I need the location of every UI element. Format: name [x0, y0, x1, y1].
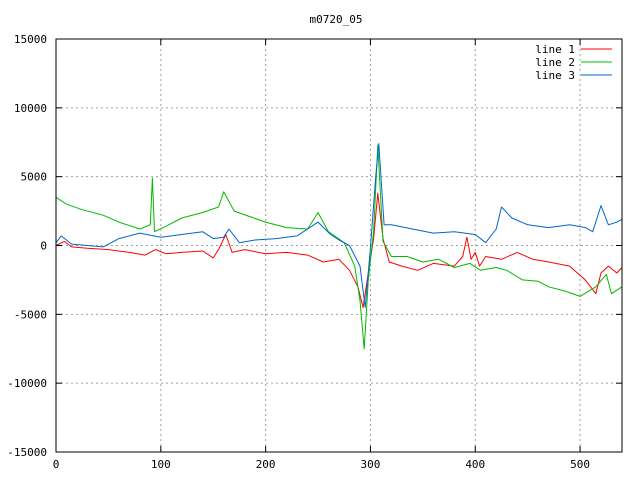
- axis-ticks: 0 100 200 300 400 500 -15000 -10000 -5000 0 5000 10…: [7, 33, 622, 471]
- legend-label-1: line 1: [535, 43, 575, 56]
- series-line-1: [55, 192, 623, 308]
- series-line-3: [55, 143, 623, 308]
- legend-label-3: line 3: [535, 69, 575, 82]
- x-tick-label: 200: [256, 458, 276, 471]
- series-layer: [55, 143, 623, 350]
- y-tick-label: 0: [40, 240, 47, 253]
- legend-label-2: line 2: [535, 56, 575, 69]
- series-line-2: [55, 144, 623, 350]
- y-tick-label: -5000: [14, 308, 47, 321]
- y-tick-label: 15000: [14, 33, 47, 46]
- y-tick-label: 5000: [21, 171, 48, 184]
- x-tick-label: 300: [361, 458, 381, 471]
- y-tick-label: 10000: [14, 102, 47, 115]
- x-tick-label: 100: [151, 458, 171, 471]
- x-tick-label: 400: [465, 458, 485, 471]
- grid-lines: [56, 39, 622, 452]
- x-tick-label: 0: [53, 458, 60, 471]
- y-tick-label: -10000: [7, 377, 47, 390]
- y-tick-label: -15000: [7, 446, 47, 459]
- x-tick-label: 500: [570, 458, 590, 471]
- chart-title: m0720_05: [310, 13, 363, 26]
